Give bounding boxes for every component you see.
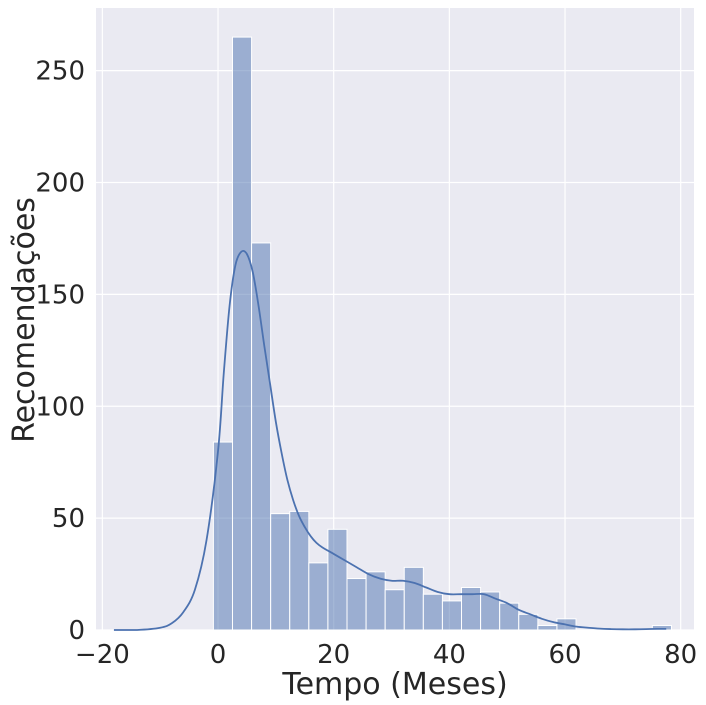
histogram-bar-7 <box>346 578 367 631</box>
y-tick-label-0: 0 <box>68 616 85 646</box>
y-tick-label-1: 50 <box>52 504 85 534</box>
histogram-bar-8 <box>365 571 386 631</box>
x-tick-labels: −20 0 20 40 60 80 <box>75 640 697 670</box>
x-tick-label-3: 40 <box>433 640 466 670</box>
histogram-bar-10 <box>403 566 424 631</box>
y-tick-labels: 0 50 100 150 200 250 <box>35 57 85 646</box>
x-tick-label-1: 0 <box>210 640 227 670</box>
x-tick-label-0: −20 <box>75 640 130 670</box>
y-axis-title: Recomendações <box>7 197 42 443</box>
y-tick-label-2: 100 <box>35 392 85 422</box>
y-tick-label-3: 150 <box>35 280 85 310</box>
kde-line <box>113 249 667 631</box>
x-tick-label-4: 60 <box>548 640 581 670</box>
histogram-bar-3 <box>270 513 291 631</box>
histogram-bar-12 <box>441 600 463 631</box>
y-tick-label-4: 200 <box>35 169 85 199</box>
histogram-bar-15 <box>499 602 520 631</box>
histogram-bar-23 <box>651 625 672 631</box>
histogram-bar-6 <box>327 528 348 631</box>
histogram-bar-14 <box>480 591 501 631</box>
histogram-bars <box>212 36 672 631</box>
histogram-bar-9 <box>384 589 405 631</box>
histogram-bar-17 <box>537 625 558 631</box>
histogram-bar-11 <box>422 593 443 631</box>
histogram-bar-5 <box>308 562 329 631</box>
grid-lines <box>96 8 694 631</box>
x-axis-title: Tempo (Meses) <box>281 667 507 702</box>
y-tick-label-5: 250 <box>35 57 85 87</box>
histogram-bar-1 <box>231 36 253 631</box>
x-tick-label-2: 20 <box>317 640 350 670</box>
histogram-bar-2 <box>251 242 272 631</box>
x-tick-label-5: 80 <box>664 640 697 670</box>
plot-background <box>96 8 694 630</box>
